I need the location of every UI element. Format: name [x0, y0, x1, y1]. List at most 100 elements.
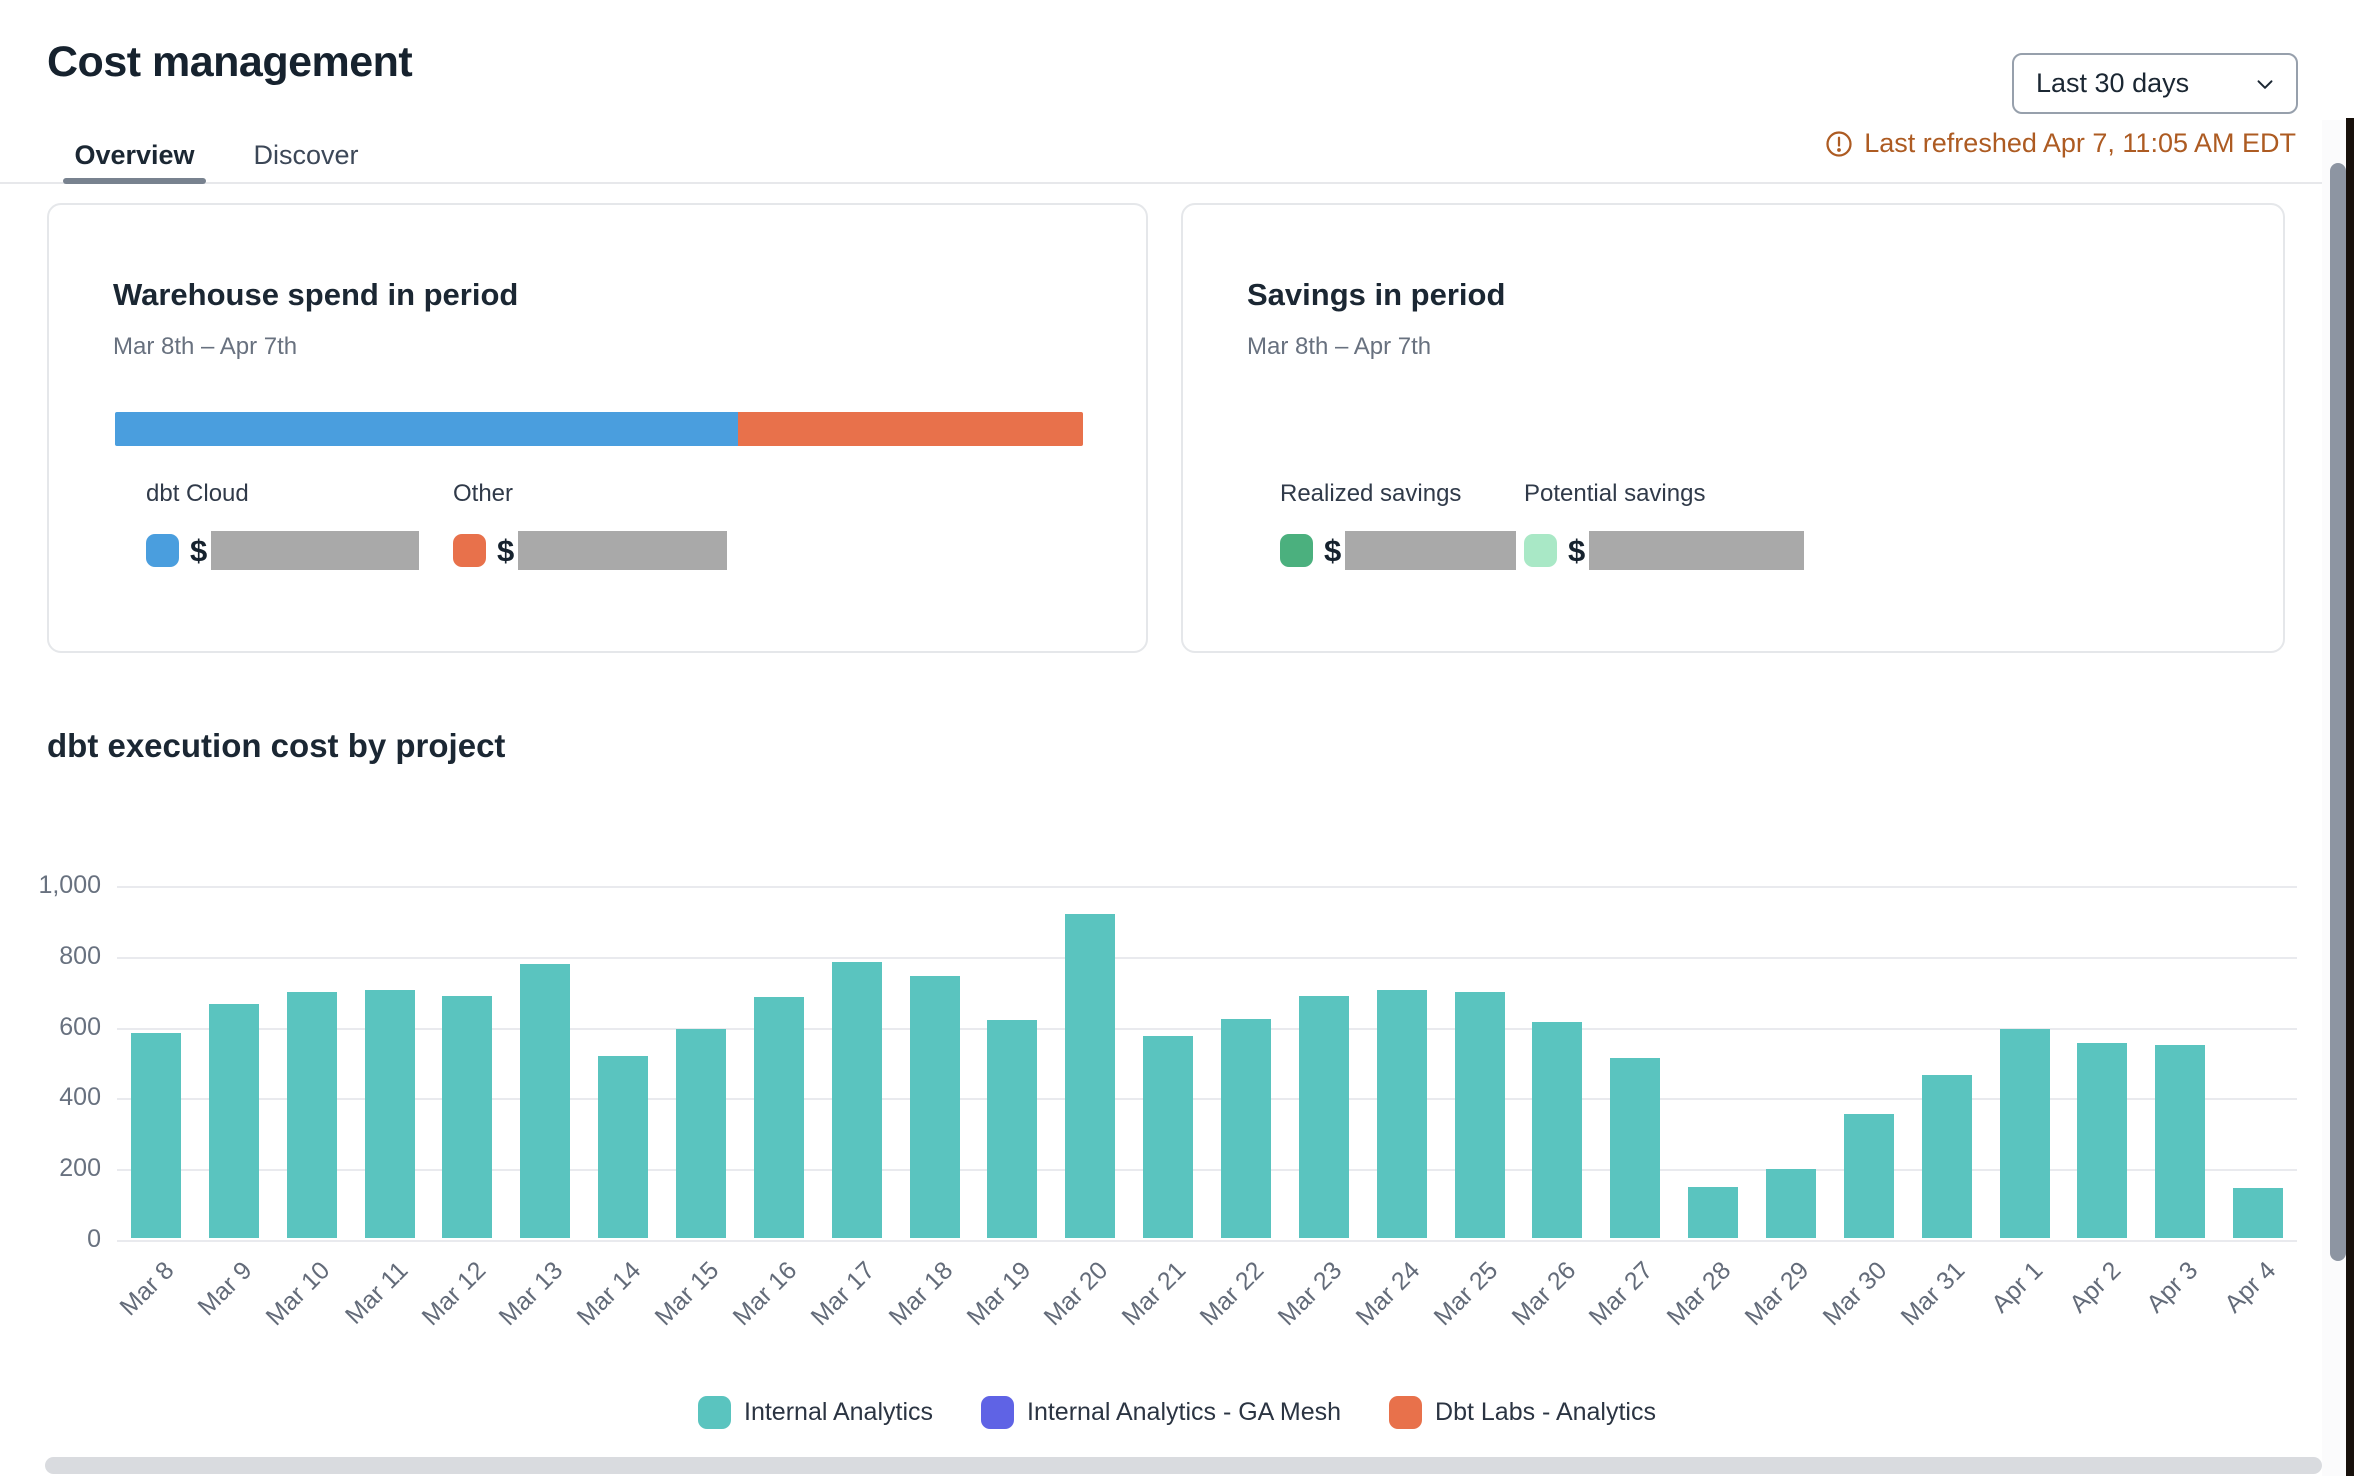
bar[interactable] [2233, 1188, 2284, 1238]
x-tick-label: Mar 17 [805, 1256, 881, 1332]
bar[interactable] [1688, 1186, 1739, 1238]
x-tick-label: Mar 28 [1661, 1256, 1737, 1332]
chart-y-axis: 0 200 400 600 800 1,000 [0, 871, 101, 1253]
x-tick-label: Mar 30 [1817, 1256, 1893, 1332]
bar[interactable] [442, 995, 493, 1238]
bar[interactable] [1921, 1075, 1972, 1238]
chart-legend-item[interactable]: Dbt Labs - Analytics [1389, 1396, 1656, 1429]
x-tick-label: Mar 20 [1038, 1256, 1114, 1332]
bar[interactable] [831, 961, 882, 1238]
vertical-scrollbar-thumb[interactable] [2330, 163, 2346, 1261]
bar[interactable] [1454, 992, 1505, 1238]
bar[interactable] [753, 997, 804, 1238]
chart-legend-item[interactable]: Internal Analytics - GA Mesh [981, 1396, 1341, 1429]
chart-legend-swatch [981, 1396, 1015, 1429]
bar[interactable] [208, 1004, 259, 1238]
card-title: Warehouse spend in period [113, 277, 519, 312]
page-title: Cost management [47, 38, 413, 86]
date-range-dropdown[interactable]: Last 30 days [2012, 53, 2298, 114]
spend-stacked-bar [115, 412, 1083, 446]
bar[interactable] [1298, 995, 1349, 1238]
x-tick-label: Mar 9 [192, 1256, 258, 1322]
redacted-value [1589, 531, 1805, 570]
bar[interactable] [675, 1029, 726, 1238]
date-range-value: Last 30 days [2036, 68, 2190, 98]
spend-segment-dbt-cloud [115, 412, 739, 446]
y-tick-label: 200 [59, 1154, 101, 1183]
horizontal-scrollbar[interactable] [45, 1457, 2322, 1474]
x-tick-label: Mar 31 [1895, 1256, 1971, 1332]
x-tick-label: Mar 21 [1116, 1256, 1192, 1332]
y-tick-label: 1,000 [38, 871, 101, 899]
tab-overview[interactable]: Overview [63, 130, 206, 184]
redacted-value [518, 531, 728, 570]
redacted-value [211, 531, 420, 570]
x-tick-label: Apr 3 [2141, 1256, 2204, 1319]
gridline [117, 886, 2297, 888]
legend-label: dbt Cloud [146, 480, 249, 507]
gridline [117, 1027, 2297, 1030]
bar[interactable] [1610, 1057, 1661, 1238]
legend-swatch [1280, 534, 1313, 567]
bar[interactable] [1376, 990, 1427, 1238]
gridline [117, 1169, 2297, 1172]
bar[interactable] [1999, 1029, 2050, 1238]
bar[interactable] [130, 1032, 181, 1238]
legend-label: Potential savings [1524, 480, 1706, 507]
bar[interactable] [1220, 1018, 1271, 1238]
x-tick-label: Mar 10 [260, 1256, 336, 1332]
chevron-down-icon [2257, 79, 2273, 89]
bar[interactable] [1065, 914, 1116, 1238]
legend-label: Realized savings [1280, 480, 1462, 507]
bar[interactable] [364, 990, 415, 1238]
redacted-value [1345, 531, 1517, 570]
y-tick-label: 0 [87, 1225, 101, 1253]
legend-item: Other $ [453, 480, 728, 570]
window-edge [2346, 118, 2354, 1476]
gridline [117, 1240, 2297, 1242]
bar[interactable] [598, 1055, 649, 1238]
currency-symbol: $ [190, 532, 208, 568]
x-tick-label: Mar 12 [416, 1256, 491, 1332]
tab-bar: Overview Discover [0, 130, 2354, 184]
x-tick-label: Mar 14 [571, 1256, 647, 1332]
x-tick-label: Mar 24 [1350, 1256, 1426, 1332]
x-tick-label: Mar 18 [883, 1256, 959, 1332]
bar[interactable] [520, 963, 571, 1238]
bar[interactable] [2155, 1045, 2206, 1238]
x-tick-label: Apr 4 [2219, 1256, 2282, 1319]
chart-legend-item[interactable]: Internal Analytics [698, 1396, 933, 1429]
active-tab-underline [63, 178, 206, 184]
bar[interactable] [1843, 1114, 1894, 1238]
bar[interactable] [1532, 1022, 1583, 1238]
x-tick-label: Mar 26 [1506, 1256, 1581, 1332]
x-tick-label: Mar 19 [961, 1256, 1036, 1332]
legend-item: dbt Cloud $ [146, 480, 420, 570]
last-refreshed-text: Last refreshed Apr 7, 11:05 AM EDT [1864, 128, 2296, 158]
y-tick-label: 600 [59, 1012, 101, 1041]
currency-symbol: $ [497, 532, 515, 568]
bar[interactable] [2077, 1043, 2128, 1238]
currency-symbol: $ [1324, 532, 1342, 568]
y-tick-label: 800 [59, 941, 101, 970]
x-tick-label: Mar 22 [1194, 1256, 1270, 1332]
tab-overview-label: Overview [74, 139, 195, 170]
x-tick-label: Mar 11 [339, 1256, 414, 1330]
legend-value-row: $ [1524, 531, 1805, 570]
chart-x-axis: Mar 8 Mar 9 Mar 10 Mar 11 Mar 12 Mar 13 Mar 14… [114, 1248, 2297, 1358]
x-tick-label: Apr 2 [2063, 1256, 2126, 1319]
bar[interactable] [286, 992, 337, 1238]
legend-value-row: $ [453, 531, 728, 570]
x-tick-label: Apr 1 [1985, 1256, 2049, 1319]
tab-discover-label: Discover [253, 139, 359, 170]
x-tick-label: Mar 15 [649, 1256, 725, 1332]
chart-legend-label: Internal Analytics [744, 1398, 934, 1426]
x-tick-label: Mar 23 [1272, 1256, 1348, 1332]
bar[interactable] [1143, 1036, 1194, 1238]
bar[interactable] [987, 1020, 1038, 1238]
bar[interactable] [909, 976, 960, 1238]
bar[interactable] [1765, 1169, 1816, 1238]
tab-discover[interactable]: Discover [240, 130, 372, 180]
card-title: Savings in period [1247, 277, 1506, 312]
